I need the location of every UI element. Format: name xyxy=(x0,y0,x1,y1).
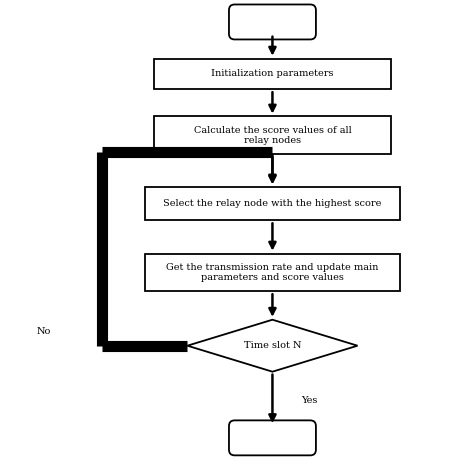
Bar xyxy=(155,117,391,155)
Text: Calculate the score values of all
relay nodes: Calculate the score values of all relay … xyxy=(193,126,351,145)
Bar xyxy=(155,59,391,89)
Text: Get the transmission rate and update main
parameters and score values: Get the transmission rate and update mai… xyxy=(166,263,379,282)
Polygon shape xyxy=(187,319,357,372)
Text: Select the relay node with the highest score: Select the relay node with the highest s… xyxy=(163,200,382,209)
Text: Initialization parameters: Initialization parameters xyxy=(211,70,334,79)
Text: Yes: Yes xyxy=(301,395,317,404)
FancyBboxPatch shape xyxy=(229,420,316,456)
Text: Time slot N: Time slot N xyxy=(244,341,301,350)
Text: No: No xyxy=(36,327,51,336)
FancyBboxPatch shape xyxy=(229,4,316,39)
Bar xyxy=(145,254,400,292)
Bar xyxy=(145,187,400,220)
